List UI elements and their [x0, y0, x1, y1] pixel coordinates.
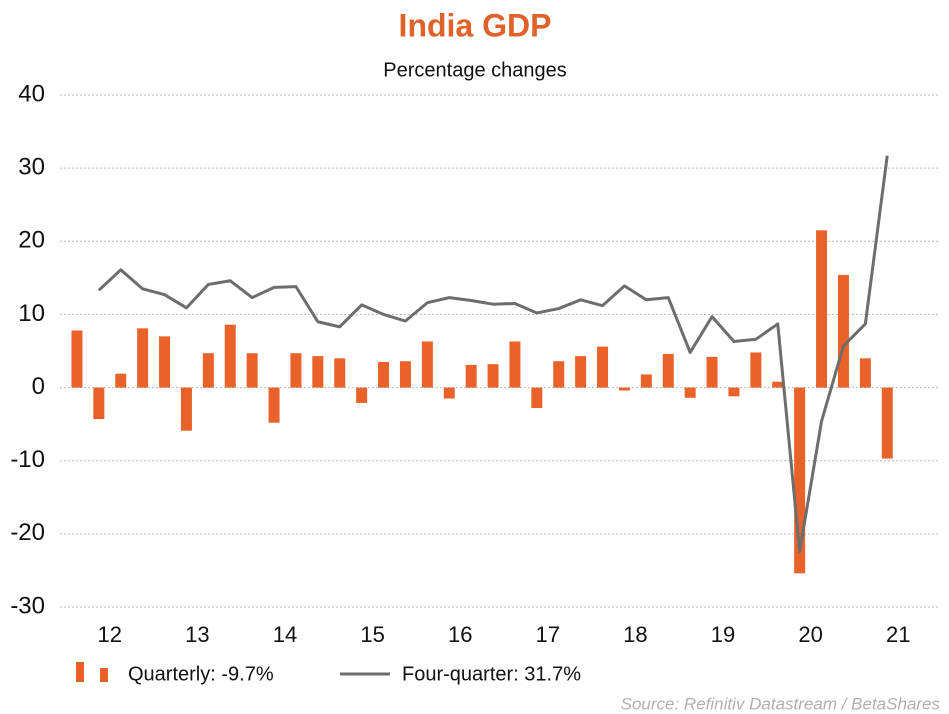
bar — [159, 336, 171, 388]
bar — [750, 352, 762, 388]
bar — [531, 387, 543, 409]
bar — [202, 353, 214, 388]
bar — [859, 358, 871, 388]
y-tick-label: -20 — [10, 519, 45, 546]
bar — [71, 330, 83, 388]
x-tick-label: 19 — [711, 622, 735, 647]
x-tick-label: 13 — [185, 622, 209, 647]
x-tick-label: 14 — [273, 622, 297, 647]
bar — [290, 353, 302, 388]
bar — [443, 387, 455, 399]
y-tick-label: 0 — [32, 373, 45, 400]
chart-subtitle: Percentage changes — [383, 59, 566, 81]
x-tick-label: 12 — [98, 622, 122, 647]
y-tick-label: 40 — [18, 80, 45, 107]
bar — [881, 387, 893, 459]
y-tick-label: -10 — [10, 446, 45, 473]
bar — [246, 353, 258, 388]
x-tick-label: 16 — [448, 622, 472, 647]
bar — [684, 387, 696, 398]
bar — [378, 361, 390, 388]
bar — [137, 328, 149, 388]
chart-title: India GDP — [399, 7, 552, 43]
y-tick-label: 20 — [18, 227, 45, 254]
bar — [837, 274, 849, 388]
legend-swatch — [100, 668, 108, 682]
bar — [356, 387, 368, 403]
x-tick-label: 18 — [623, 622, 647, 647]
bar — [597, 346, 609, 388]
bar — [640, 374, 652, 388]
bar — [224, 324, 236, 388]
legend-label: Four-quarter: 31.7% — [402, 663, 581, 685]
bar — [399, 361, 411, 388]
bar — [268, 387, 280, 423]
bar — [93, 387, 105, 420]
bar — [553, 361, 565, 388]
bar — [728, 387, 740, 397]
bar — [487, 364, 499, 388]
bar — [618, 387, 630, 391]
legend-label: Quarterly: -9.7% — [128, 663, 274, 685]
x-tick-label: 17 — [536, 622, 560, 647]
y-tick-label: 10 — [18, 300, 45, 327]
bar — [115, 373, 127, 388]
x-tick-label: 21 — [886, 622, 910, 647]
bar — [180, 387, 192, 431]
bar — [816, 230, 828, 388]
line — [97, 155, 889, 553]
source: Source: Refinitiv Datastream / BetaShare… — [621, 694, 941, 713]
bar — [662, 353, 674, 388]
y-tick-label: 30 — [18, 153, 45, 180]
y-tick-label: -30 — [10, 592, 45, 619]
bar — [794, 387, 806, 574]
bar — [312, 356, 324, 388]
x-tick-label: 15 — [360, 622, 384, 647]
bar — [465, 364, 477, 388]
bar — [772, 381, 784, 388]
bar — [334, 358, 346, 388]
bar — [706, 356, 718, 388]
legend-swatch — [76, 662, 84, 682]
bar — [509, 341, 521, 388]
bar — [575, 356, 587, 388]
bar — [421, 341, 433, 388]
x-tick-label: 20 — [798, 622, 822, 647]
